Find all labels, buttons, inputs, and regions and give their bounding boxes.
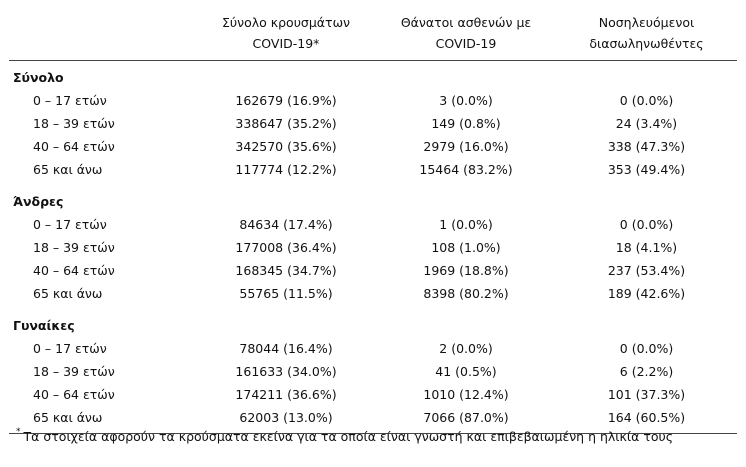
table-row: 40 – 64 ετών 342570 (35.6%) 2979 (16.0%) 33… bbox=[9, 135, 737, 158]
age-cell: 40 – 64 ετών bbox=[33, 139, 115, 154]
deaths-cell: 108 (1.0%) bbox=[431, 240, 501, 255]
header-cases: Σύνολο κρουσμάτων COVID-19* bbox=[196, 8, 376, 61]
table-row: 40 – 64 ετών 174211 (36.6%) 1010 (12.4%) 10… bbox=[9, 383, 737, 406]
age-cell: 18 – 39 ετών bbox=[33, 116, 115, 131]
group-title: Γυναίκες bbox=[13, 317, 75, 333]
intubated-cell: 237 (53.4%) bbox=[607, 263, 686, 278]
cases-cell: 342570 (35.6%) bbox=[235, 139, 337, 154]
age-cell: 0 – 17 ετών bbox=[33, 217, 107, 232]
deaths-cell: 1969 (18.8%) bbox=[423, 263, 509, 278]
intubated-cell: 101 (37.3%) bbox=[607, 387, 686, 402]
table-row: 18 – 39 ετών 177008 (36.4%) 108 (1.0%) 18 (… bbox=[9, 236, 737, 259]
age-cell: 0 – 17 ετών bbox=[33, 341, 107, 356]
covid-age-table: Σύνολο κρουσμάτων COVID-19* Θάνατοι ασθε… bbox=[9, 8, 737, 434]
header-deaths-line2: COVID-19 bbox=[435, 36, 497, 51]
table-row: 65 και άνω 55765 (11.5%) 8398 (80.2%) 189 (… bbox=[9, 282, 737, 309]
header-intubated-line2: διασωληνωθέντες bbox=[589, 36, 704, 51]
age-cell: 65 και άνω bbox=[33, 286, 103, 301]
age-cell: 40 – 64 ετών bbox=[33, 387, 115, 402]
footnote-mark: * bbox=[16, 427, 21, 437]
deaths-cell: 7066 (87.0%) bbox=[423, 410, 509, 425]
intubated-cell: 353 (49.4%) bbox=[607, 162, 686, 177]
header-cases-line1: Σύνολο κρουσμάτων bbox=[221, 15, 351, 30]
header-intubated: Νοσηλευόμενοι διασωληνωθέντες bbox=[556, 8, 737, 61]
age-cell: 0 – 17 ετών bbox=[33, 93, 107, 108]
header-intubated-line1: Νοσηλευόμενοι bbox=[598, 15, 695, 30]
cases-cell: 62003 (13.0%) bbox=[239, 410, 333, 425]
intubated-cell: 6 (2.2%) bbox=[619, 364, 674, 379]
header-cases-line2: COVID-19* bbox=[252, 36, 320, 51]
intubated-cell: 189 (42.6%) bbox=[607, 286, 686, 301]
cases-cell: 338647 (35.2%) bbox=[235, 116, 337, 131]
age-cell: 40 – 64 ετών bbox=[33, 263, 115, 278]
deaths-cell: 1010 (12.4%) bbox=[423, 387, 509, 402]
intubated-cell: 0 (0.0%) bbox=[619, 93, 674, 108]
intubated-cell: 0 (0.0%) bbox=[619, 217, 674, 232]
group-total: Σύνολο 0 – 17 ετών 162679 (16.9%) 3 (0.0%)… bbox=[9, 61, 737, 186]
intubated-cell: 18 (4.1%) bbox=[615, 240, 678, 255]
age-cell: 18 – 39 ετών bbox=[33, 240, 115, 255]
cases-cell: 177008 (36.4%) bbox=[235, 240, 337, 255]
group-title-row: Σύνολο bbox=[9, 61, 737, 90]
cases-cell: 161633 (34.0%) bbox=[235, 364, 337, 379]
age-cell: 65 και άνω bbox=[33, 410, 103, 425]
intubated-cell: 164 (60.5%) bbox=[607, 410, 686, 425]
cases-cell: 168345 (34.7%) bbox=[235, 263, 337, 278]
intubated-cell: 24 (3.4%) bbox=[615, 116, 678, 131]
table-row: 40 – 64 ετών 168345 (34.7%) 1969 (18.8%) 23… bbox=[9, 259, 737, 282]
table-row: 18 – 39 ετών 161633 (34.0%) 41 (0.5%) 6 (2.… bbox=[9, 360, 737, 383]
cases-cell: 55765 (11.5%) bbox=[239, 286, 333, 301]
table-row: 65 και άνω 62003 (13.0%) 7066 (87.0%) 164 (… bbox=[9, 406, 737, 434]
deaths-cell: 2 (0.0%) bbox=[439, 341, 493, 356]
group-women: Γυναίκες 0 – 17 ετών 78044 (16.4%) 2 (0.0%… bbox=[9, 309, 737, 434]
group-title-row: Γυναίκες bbox=[9, 309, 737, 337]
intubated-cell: 338 (47.3%) bbox=[607, 139, 686, 154]
cases-cell: 174211 (36.6%) bbox=[235, 387, 337, 402]
table-row: 0 – 17 ετών 162679 (16.9%) 3 (0.0%) 0 (0.0%… bbox=[9, 89, 737, 112]
group-men: Άνδρες 0 – 17 ετών 84634 (17.4%) 1 (0.0%) 0… bbox=[9, 185, 737, 309]
deaths-cell: 8398 (80.2%) bbox=[423, 286, 509, 301]
deaths-cell: 1 (0.0%) bbox=[439, 217, 493, 232]
deaths-cell: 15464 (83.2%) bbox=[419, 162, 513, 177]
cases-cell: 84634 (17.4%) bbox=[239, 217, 333, 232]
deaths-cell: 3 (0.0%) bbox=[439, 93, 493, 108]
cases-cell: 78044 (16.4%) bbox=[239, 341, 333, 356]
deaths-cell: 2979 (16.0%) bbox=[423, 139, 509, 154]
footnote-text: Τα στοιχεία αφορούν τα κρούσματα εκείνα … bbox=[23, 429, 674, 445]
table-row: 0 – 17 ετών 78044 (16.4%) 2 (0.0%) 0 (0.0%) bbox=[9, 337, 737, 360]
deaths-cell: 41 (0.5%) bbox=[435, 364, 497, 379]
table-row: 0 – 17 ετών 84634 (17.4%) 1 (0.0%) 0 (0.0%) bbox=[9, 213, 737, 236]
header-empty bbox=[9, 8, 196, 61]
table-row: 65 και άνω 117774 (12.2%) 15464 (83.2%) 353… bbox=[9, 158, 737, 185]
cases-cell: 117774 (12.2%) bbox=[235, 162, 337, 177]
group-title: Σύνολο bbox=[13, 69, 64, 85]
group-title-row: Άνδρες bbox=[9, 185, 737, 213]
age-cell: 18 – 39 ετών bbox=[33, 364, 115, 379]
group-title: Άνδρες bbox=[13, 193, 64, 209]
table-header-row: Σύνολο κρουσμάτων COVID-19* Θάνατοι ασθε… bbox=[9, 8, 737, 61]
footnote: * Τα στοιχεία αφορούν τα κρούσματα εκείνα… bbox=[16, 427, 674, 445]
table-row: 18 – 39 ετών 338647 (35.2%) 149 (0.8%) 24 (… bbox=[9, 112, 737, 135]
intubated-cell: 0 (0.0%) bbox=[619, 341, 674, 356]
deaths-cell: 149 (0.8%) bbox=[431, 116, 501, 131]
header-deaths-line1: Θάνατοι ασθενών με bbox=[400, 15, 532, 30]
header-deaths: Θάνατοι ασθενών με COVID-19 bbox=[376, 8, 556, 61]
age-cell: 65 και άνω bbox=[33, 162, 103, 177]
cases-cell: 162679 (16.9%) bbox=[235, 93, 337, 108]
